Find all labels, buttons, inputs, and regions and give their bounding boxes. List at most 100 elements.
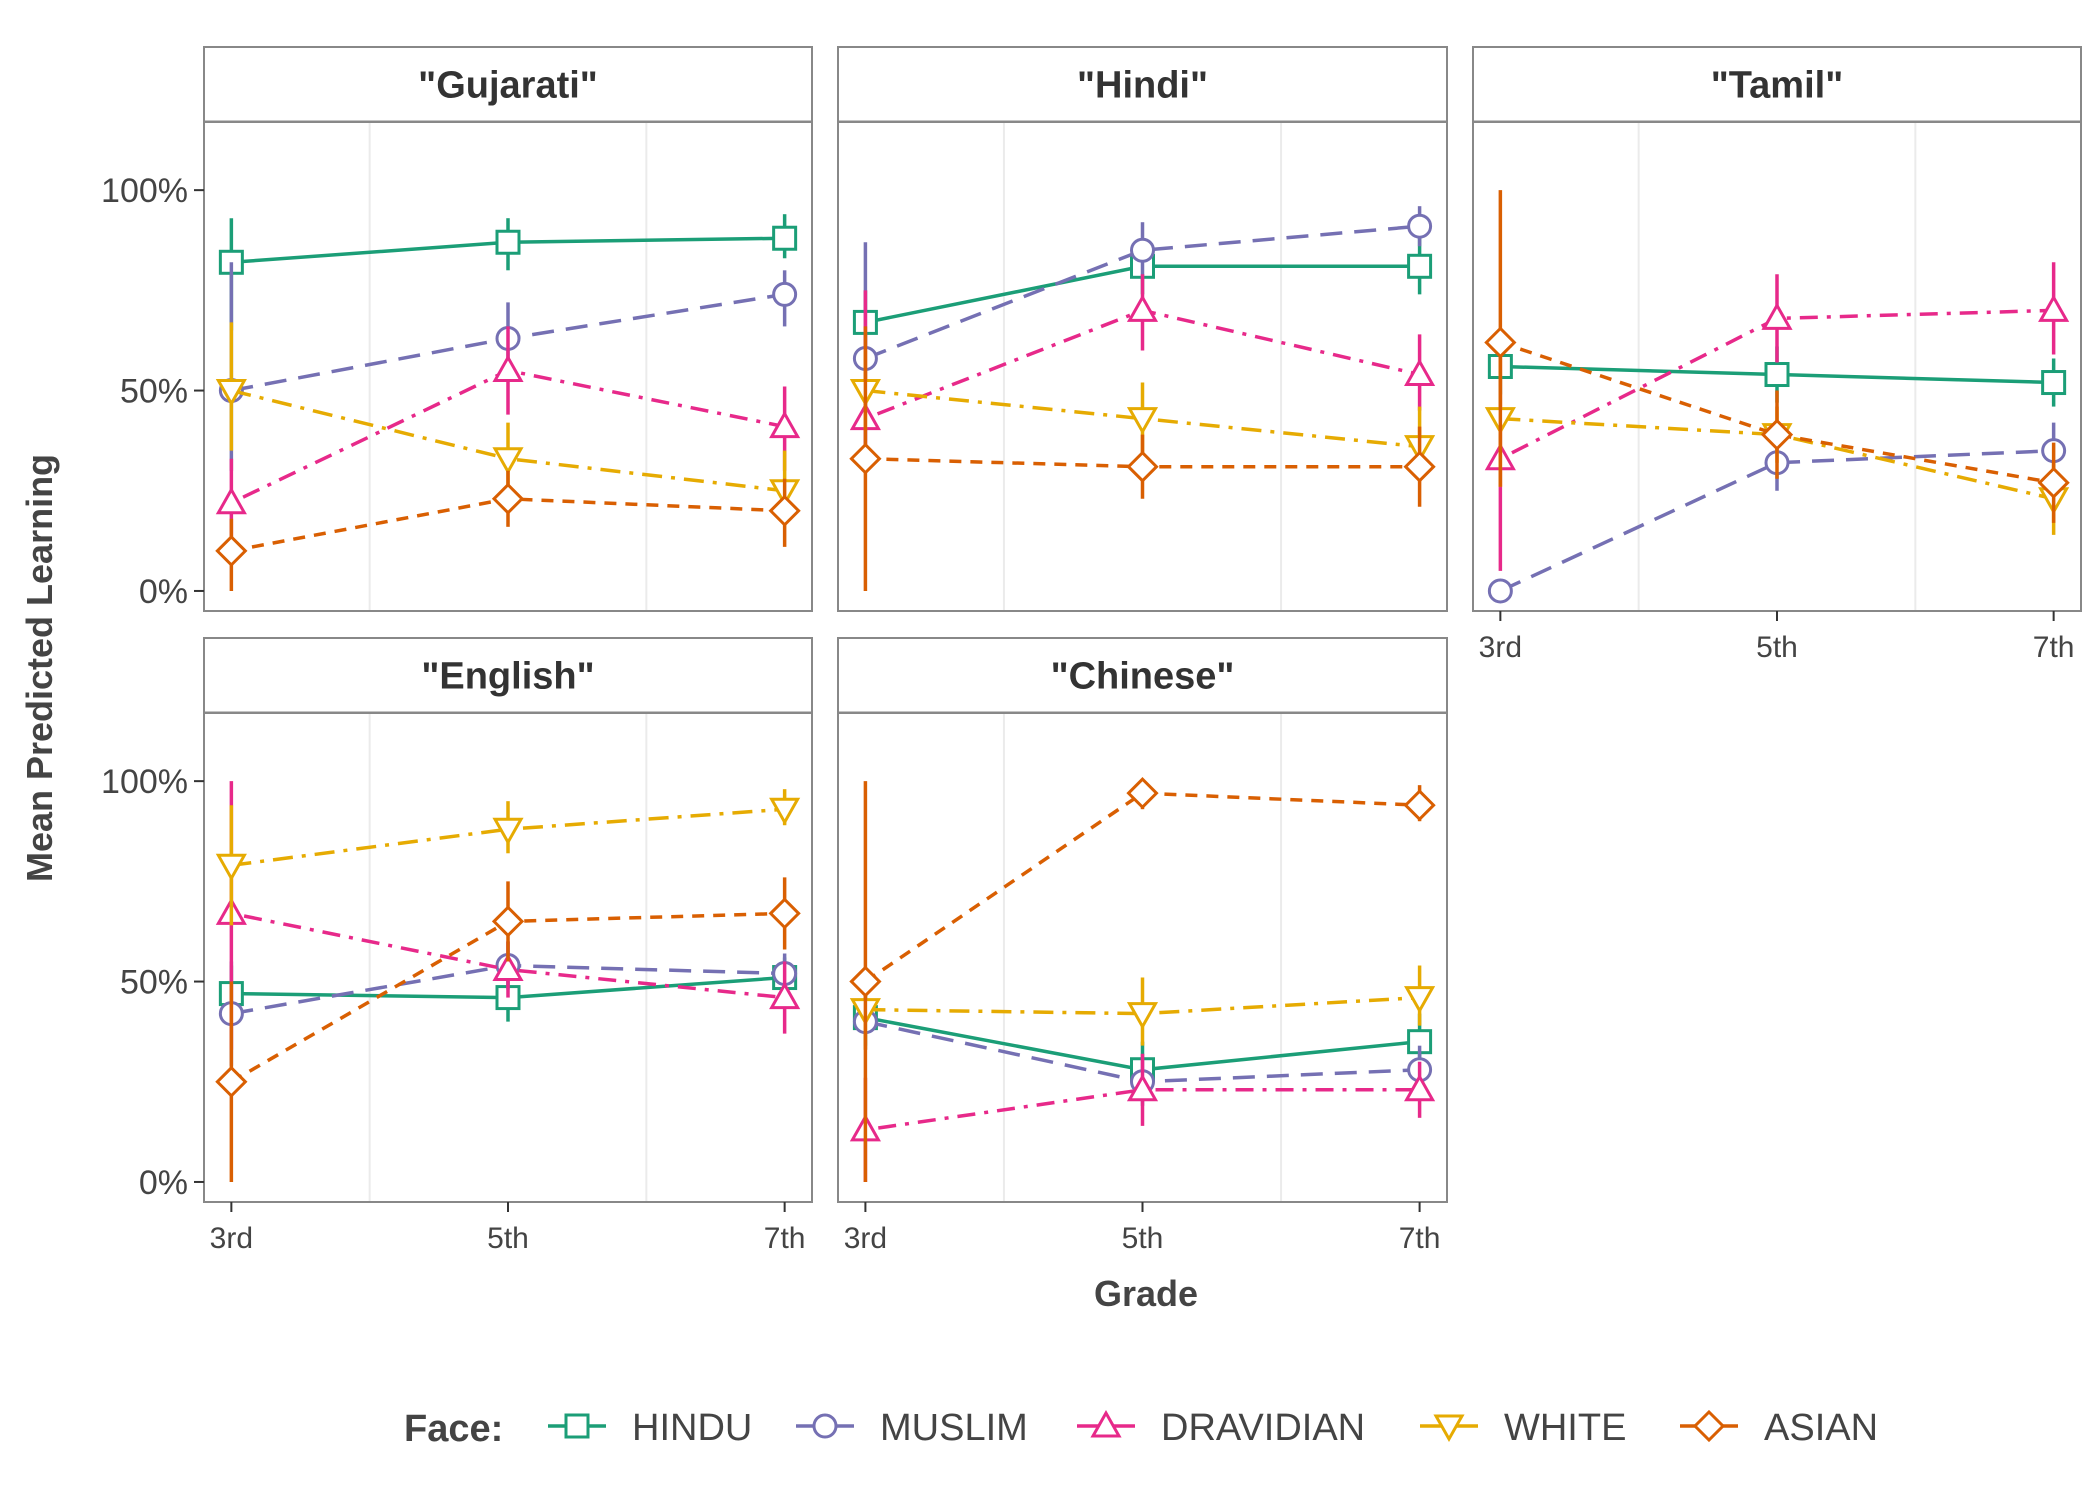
facet-title: "Hindi" bbox=[1077, 65, 1208, 107]
legend-label: ASIAN bbox=[1764, 1407, 1878, 1449]
x-tick-label: 7th bbox=[1399, 1222, 1441, 1255]
series-asian bbox=[849, 777, 1436, 1182]
data-point bbox=[1407, 253, 1433, 279]
legend-label: HINDU bbox=[632, 1407, 752, 1449]
series-line bbox=[1499, 448, 2054, 593]
series-line bbox=[864, 224, 1420, 361]
data-point bbox=[849, 965, 882, 998]
series-white bbox=[215, 789, 801, 926]
series-line bbox=[865, 995, 1420, 1016]
y-tick-label: 50% bbox=[120, 373, 188, 411]
legend-item-muslim: MUSLIM bbox=[796, 1407, 1028, 1449]
y-tick-label: 0% bbox=[139, 573, 188, 611]
x-tick-label: 5th bbox=[1122, 1222, 1164, 1255]
series-line bbox=[231, 807, 785, 868]
data-point bbox=[769, 410, 801, 439]
facet-strip bbox=[837, 46, 1448, 123]
x-tick-label: 3rd bbox=[844, 1222, 887, 1255]
x-tick-label: 7th bbox=[2033, 631, 2075, 664]
legend-label: MUSLIM bbox=[880, 1407, 1028, 1449]
series-muslim bbox=[852, 206, 1433, 471]
facet-strip bbox=[203, 46, 813, 123]
series-line bbox=[865, 388, 1420, 449]
facet-panel: "Chinese" 3rd 5th 7th bbox=[837, 637, 1448, 1255]
data-point bbox=[1760, 418, 1794, 451]
data-point bbox=[1126, 1073, 1159, 1102]
data-point bbox=[1404, 986, 1436, 1014]
data-point bbox=[215, 853, 247, 882]
data-point bbox=[1126, 777, 1159, 810]
legend-item-asian: ASIAN bbox=[1680, 1407, 1878, 1449]
facet-strip bbox=[203, 637, 813, 714]
series-line bbox=[1500, 416, 2055, 501]
data-point bbox=[849, 442, 882, 475]
data-point bbox=[492, 447, 524, 475]
data-point bbox=[769, 981, 801, 1010]
legend-title: Face: bbox=[404, 1408, 503, 1450]
data-point bbox=[495, 229, 521, 255]
legend-key-marker bbox=[564, 1413, 590, 1439]
data-point bbox=[492, 817, 524, 846]
facet-title: "English" bbox=[421, 656, 594, 698]
facet-strip bbox=[1472, 46, 2082, 123]
series-asian bbox=[1484, 190, 2070, 523]
facet-panel: "Gujarati" 0% 50% 100% bbox=[101, 46, 813, 612]
data-point bbox=[215, 379, 247, 407]
legend-label: DRAVIDIAN bbox=[1161, 1407, 1365, 1449]
data-point bbox=[1404, 1073, 1436, 1102]
series-asian bbox=[215, 877, 801, 1182]
x-tick-label: 3rd bbox=[210, 1222, 253, 1255]
data-point bbox=[2037, 466, 2070, 499]
data-point bbox=[1130, 237, 1155, 263]
facet-strip bbox=[837, 637, 1448, 714]
legend-item-white: WHITE bbox=[1420, 1407, 1626, 1449]
data-point bbox=[1126, 407, 1159, 435]
data-point bbox=[1403, 450, 1436, 483]
data-point bbox=[768, 897, 801, 930]
data-point bbox=[215, 534, 248, 567]
data-point bbox=[1484, 326, 1517, 359]
panel-border bbox=[837, 121, 1448, 612]
legend-item-dravidian: DRAVIDIAN bbox=[1077, 1407, 1365, 1449]
panels-layer: "Gujarati" 0% 50% 100% "Hindi" "Tamil" 3rd 5th 7… bbox=[101, 46, 2082, 1255]
legend-key-marker bbox=[1692, 1409, 1726, 1443]
series-hindu bbox=[218, 214, 798, 331]
y-tick-label: 100% bbox=[101, 172, 188, 210]
data-point bbox=[492, 354, 524, 383]
series-line bbox=[865, 1088, 1420, 1132]
y-tick-label: 50% bbox=[120, 964, 188, 1002]
data-point bbox=[1404, 358, 1436, 387]
legend-label: WHITE bbox=[1504, 1407, 1626, 1449]
data-point bbox=[1126, 1002, 1159, 1030]
legend-key-marker bbox=[1433, 1414, 1465, 1443]
legend-key-marker bbox=[1090, 1409, 1122, 1438]
panel-border bbox=[203, 121, 813, 612]
x-tick-label: 3rd bbox=[1479, 631, 1522, 664]
facet-panel: "Tamil" 3rd 5th 7th bbox=[1472, 46, 2082, 664]
facet-panel: "Hindi" bbox=[837, 46, 1448, 612]
x-tick-label: 5th bbox=[1756, 631, 1798, 664]
data-point bbox=[1403, 789, 1436, 822]
x-tick-label: 5th bbox=[487, 1222, 529, 1255]
series-asian bbox=[215, 470, 801, 591]
data-point bbox=[492, 953, 524, 982]
data-point bbox=[772, 225, 798, 251]
series-line bbox=[864, 791, 1420, 983]
legend-item-hindu: HINDU bbox=[548, 1407, 752, 1449]
data-point bbox=[491, 905, 525, 938]
data-point bbox=[768, 494, 801, 527]
y-tick-label: 0% bbox=[139, 1164, 188, 1202]
data-point bbox=[2038, 294, 2070, 322]
data-point bbox=[772, 281, 798, 307]
facet-title: "Chinese" bbox=[1051, 656, 1235, 698]
data-point bbox=[2041, 370, 2067, 396]
facet-title: "Gujarati" bbox=[418, 65, 598, 107]
y-tick-label: 100% bbox=[101, 763, 188, 801]
data-point bbox=[1487, 578, 1513, 604]
facet-panel: "English" 0% 50% 100% 3rd 5th 7th bbox=[101, 637, 813, 1255]
series-asian bbox=[849, 326, 1436, 591]
legend-key-marker bbox=[812, 1413, 838, 1439]
data-point bbox=[769, 797, 801, 826]
data-point bbox=[1764, 362, 1790, 388]
data-point bbox=[1126, 294, 1159, 322]
